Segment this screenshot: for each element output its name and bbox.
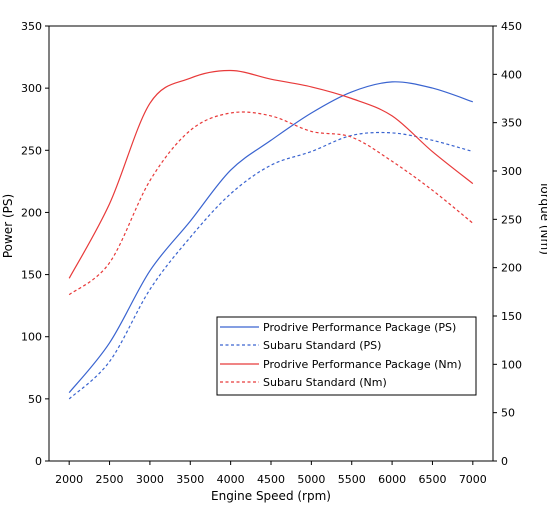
series-line-4 xyxy=(68,111,474,296)
plot-area-frame xyxy=(48,25,494,462)
y-right-tick-label: 400 xyxy=(501,68,522,81)
series-line-2 xyxy=(68,131,473,400)
y-right-tick-label: 0 xyxy=(501,455,508,468)
x-tick-label: 7000 xyxy=(459,473,487,486)
series-line-1 xyxy=(68,81,473,393)
legend-label-series-2: Subaru Standard (PS) xyxy=(263,339,381,352)
y-right-tick-label: 250 xyxy=(501,213,522,226)
y-left-tick-label: 350 xyxy=(21,20,42,33)
y-right-tick-label: 300 xyxy=(501,165,522,178)
y-right-tick-label: 100 xyxy=(501,358,522,371)
x-tick-label: 6000 xyxy=(378,473,406,486)
legend-box xyxy=(216,316,477,396)
y-axis-left-title: Power (PS) xyxy=(1,194,15,258)
legend-label-series-1: Prodrive Performance Package (PS) xyxy=(263,321,456,334)
x-tick-label: 2000 xyxy=(55,473,83,486)
x-tick-label: 3000 xyxy=(136,473,164,486)
y-right-tick-label: 450 xyxy=(501,20,522,33)
y-axis-right-title: Torque (Nm) xyxy=(538,180,547,255)
x-tick-label: 5000 xyxy=(297,473,325,486)
y-right-tick-label: 50 xyxy=(501,407,515,420)
x-tick-label: 6500 xyxy=(418,473,446,486)
legend-label-series-3: Prodrive Performance Package (Nm) xyxy=(263,358,462,371)
x-tick-label: 3500 xyxy=(176,473,204,486)
series-line-3 xyxy=(68,69,474,279)
x-axis-title: Engine Speed (rpm) xyxy=(211,489,331,503)
x-tick-label: 5500 xyxy=(338,473,366,486)
x-tick-label: 2500 xyxy=(96,473,124,486)
y-left-tick-label: 0 xyxy=(35,455,42,468)
y-left-tick-label: 100 xyxy=(21,331,42,344)
x-tick-label: 4500 xyxy=(257,473,285,486)
y-left-tick-label: 50 xyxy=(28,393,42,406)
y-right-tick-label: 200 xyxy=(501,262,522,275)
y-right-tick-label: 350 xyxy=(501,117,522,130)
y-right-tick-label: 150 xyxy=(501,310,522,323)
y-left-tick-label: 150 xyxy=(21,269,42,282)
y-left-tick-label: 200 xyxy=(21,206,42,219)
y-left-tick-label: 300 xyxy=(21,82,42,95)
x-tick-label: 4000 xyxy=(217,473,245,486)
legend-label-series-4: Subaru Standard (Nm) xyxy=(263,376,387,389)
y-left-tick-label: 250 xyxy=(21,144,42,157)
